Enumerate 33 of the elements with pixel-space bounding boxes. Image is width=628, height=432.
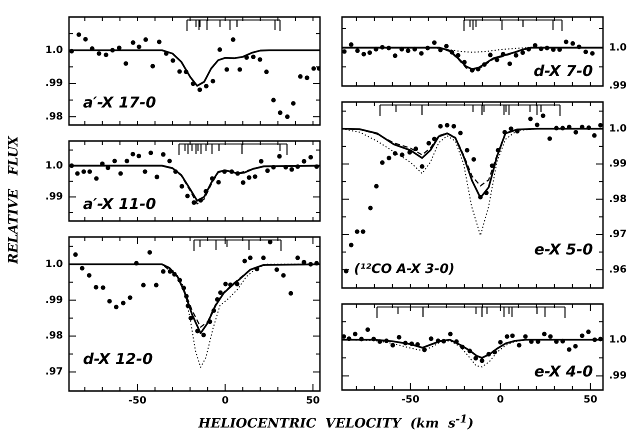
annotation: d-X 7-0 <box>534 62 593 80</box>
y-tick-label: .99 <box>45 294 64 306</box>
y-tick-label: 1.0 <box>45 258 64 270</box>
y-tick-label: .97 <box>609 229 627 240</box>
x-tick-label: -50 <box>401 394 420 406</box>
y-tick-label: 1.0 <box>609 334 627 346</box>
y-tick-label: .99 <box>45 78 64 90</box>
annotation: a′-X 11-0 <box>83 194 156 213</box>
x-tick-label: 50 <box>583 394 598 406</box>
y-tick-label: .99 <box>609 158 627 170</box>
x-tick-label: 0 <box>496 394 504 406</box>
x-tick-label: 0 <box>222 396 229 407</box>
y-tick-label: 1.0 <box>45 160 64 172</box>
y-tick-label: .97 <box>45 366 64 378</box>
y-tick-label: .99 <box>609 370 627 382</box>
y-tick-label: .99 <box>45 192 64 203</box>
annotation: e-X 4-0 <box>534 362 593 381</box>
annotation: (¹²CO A-X 3-0) <box>354 262 455 277</box>
y-tick-label: 1.0 <box>45 44 64 56</box>
annotation: d-X 12-0 <box>83 350 153 368</box>
x-axis-title: HELIOCENTRIC VELOCITY (km s$^{-1}$) <box>198 412 474 432</box>
y-tick-label: .98 <box>609 194 627 205</box>
y-axis-title: RELATIVE FLUX <box>6 136 22 264</box>
y-tick-label: 1.0 <box>609 123 627 134</box>
y-tick-label: .98 <box>45 330 64 342</box>
y-tick-label: .99 <box>609 80 627 92</box>
x-tick-label: 50 <box>306 396 320 407</box>
y-tick-label: .96 <box>609 264 627 276</box>
annotation: a′-X 17-0 <box>83 93 156 112</box>
y-tick-label: .98 <box>45 111 64 122</box>
annotation: e-X 5-0 <box>534 240 593 259</box>
y-tick-label: 1.0 <box>609 42 627 54</box>
x-tick-label: -50 <box>128 396 147 407</box>
